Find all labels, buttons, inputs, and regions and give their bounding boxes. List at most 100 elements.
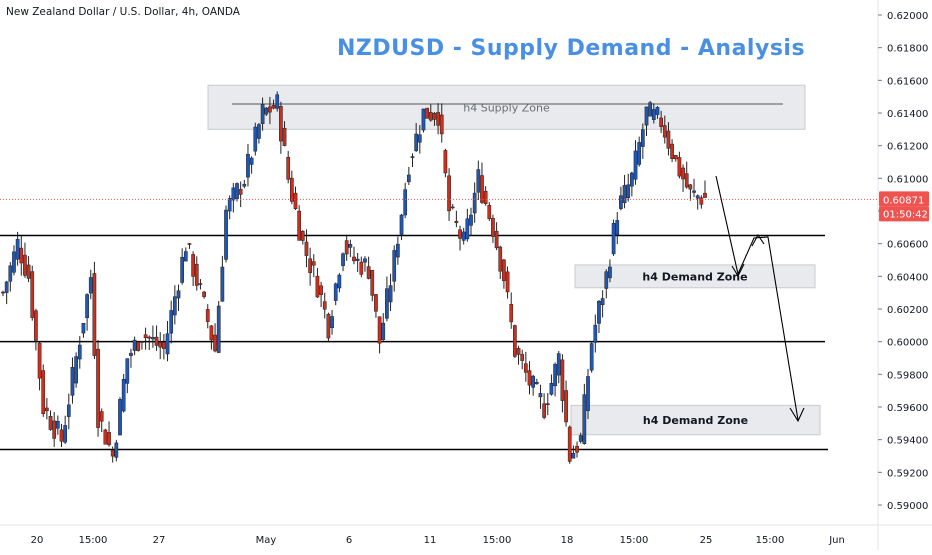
candle-body[interactable] <box>172 296 177 316</box>
candle-body[interactable] <box>151 337 155 340</box>
candle-body[interactable] <box>279 106 283 142</box>
candle-body[interactable] <box>385 288 389 319</box>
candle-body[interactable] <box>425 107 429 119</box>
candle-body[interactable] <box>88 277 93 294</box>
candle-body[interactable] <box>23 254 27 276</box>
candle-body[interactable] <box>63 425 68 443</box>
candle-body[interactable] <box>165 333 170 355</box>
candle-body[interactable] <box>578 435 583 442</box>
candle-body[interactable] <box>421 108 426 131</box>
candle-body[interactable] <box>70 367 75 396</box>
candle-body[interactable] <box>567 426 572 462</box>
candle-body[interactable] <box>622 185 627 204</box>
candle-body[interactable] <box>534 382 539 385</box>
candle-body[interactable] <box>238 188 243 195</box>
candle-body[interactable] <box>450 206 455 209</box>
candle-body[interactable] <box>659 117 663 127</box>
candle-body[interactable] <box>264 107 269 115</box>
candle-body[interactable] <box>275 94 280 109</box>
candle-body[interactable] <box>370 270 375 296</box>
candle-body[interactable] <box>553 363 557 387</box>
candle-body[interactable] <box>81 323 86 334</box>
candle-body[interactable] <box>666 130 671 149</box>
candle-body[interactable] <box>692 190 696 193</box>
candle-body[interactable] <box>129 352 133 356</box>
candle-body[interactable] <box>575 445 579 453</box>
candle-body[interactable] <box>300 231 305 241</box>
candle-body[interactable] <box>432 113 437 120</box>
candle-body[interactable] <box>85 294 89 318</box>
candle-body[interactable] <box>268 106 272 113</box>
candle-body[interactable] <box>158 342 163 348</box>
candle-body[interactable] <box>406 174 411 183</box>
candle-body[interactable] <box>396 243 400 258</box>
candle-body[interactable] <box>257 124 261 139</box>
candle-body[interactable] <box>118 399 122 436</box>
price-axis[interactable]: 0.62000 0.61800 0.61600 0.61400 0.61200 0.610… <box>0 11 929 512</box>
candle-body[interactable] <box>491 218 495 237</box>
candle-body[interactable] <box>545 403 550 405</box>
candle-body[interactable] <box>4 281 9 293</box>
candle-body[interactable] <box>640 129 645 147</box>
candle-body[interactable] <box>55 420 60 429</box>
candle-body[interactable] <box>630 172 634 187</box>
candle-body[interactable] <box>480 175 484 203</box>
candle-body[interactable] <box>19 247 24 264</box>
candle-body[interactable] <box>443 150 448 174</box>
candle-body[interactable] <box>688 184 693 190</box>
candle-body[interactable] <box>699 197 704 205</box>
candle-body[interactable] <box>472 192 477 214</box>
candle-body[interactable] <box>608 266 612 279</box>
candle-body[interactable] <box>59 429 64 442</box>
candle-body[interactable] <box>183 251 188 262</box>
candle-body[interactable] <box>103 429 108 445</box>
candle-body[interactable] <box>611 223 616 255</box>
candle-body[interactable] <box>315 275 320 298</box>
candle-body[interactable] <box>531 375 536 388</box>
candle-body[interactable] <box>77 344 82 360</box>
candle-body[interactable] <box>286 156 291 180</box>
candle-body[interactable] <box>45 407 49 412</box>
candle-body[interactable] <box>461 231 466 241</box>
candle-body[interactable] <box>194 263 199 286</box>
candles-layer[interactable] <box>1 91 707 464</box>
candle-body[interactable] <box>637 142 642 165</box>
candle-body[interactable] <box>253 126 258 152</box>
candle-body[interactable] <box>516 348 521 355</box>
candle-body[interactable] <box>15 238 20 260</box>
candle-body[interactable] <box>213 334 217 352</box>
candle-body[interactable] <box>439 114 444 135</box>
candle-body[interactable] <box>513 325 517 357</box>
candle-body[interactable] <box>593 324 598 343</box>
candle-body[interactable] <box>403 189 408 216</box>
candle-body[interactable] <box>556 353 561 376</box>
candle-body[interactable] <box>337 274 342 289</box>
candle-body[interactable] <box>388 285 393 303</box>
candle-body[interactable] <box>322 301 327 310</box>
candle-body[interactable] <box>571 452 576 459</box>
candle-body[interactable] <box>564 390 568 423</box>
candle-body[interactable] <box>125 358 130 384</box>
candle-body[interactable] <box>114 442 119 458</box>
candle-body[interactable] <box>447 175 451 212</box>
candle-body[interactable] <box>655 107 660 115</box>
candle-body[interactable] <box>684 173 689 188</box>
candle-body[interactable] <box>523 363 528 373</box>
candle-body[interactable] <box>110 449 115 457</box>
candle-body[interactable] <box>52 420 57 439</box>
candle-body[interactable] <box>209 325 214 341</box>
candle-body[interactable] <box>333 283 338 301</box>
candle-body[interactable] <box>34 310 38 341</box>
candle-body[interactable] <box>202 291 206 297</box>
candle-body[interactable] <box>330 316 334 328</box>
candle-body[interactable] <box>465 218 470 240</box>
candle-body[interactable] <box>140 341 144 343</box>
time-axis[interactable]: 20 15:00 27 May 6 11 15:00 18 15:00 25 15:00 Jun <box>31 535 845 546</box>
candle-body[interactable] <box>458 229 462 239</box>
candle-body[interactable] <box>681 167 685 180</box>
candle-body[interactable] <box>8 265 13 282</box>
candle-body[interactable] <box>132 339 137 351</box>
candle-body[interactable] <box>417 134 422 143</box>
candle-body[interactable] <box>648 102 653 117</box>
candle-body[interactable] <box>319 285 323 295</box>
